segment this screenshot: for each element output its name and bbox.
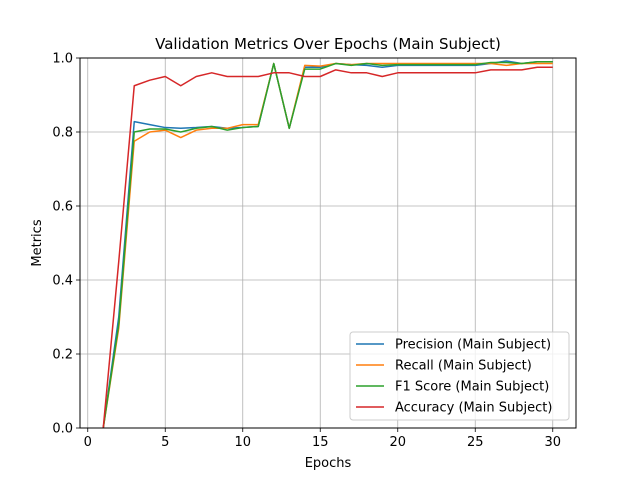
y-tick-label: 0.6 bbox=[52, 200, 73, 215]
legend: Precision (Main Subject) Recall (Main Sub… bbox=[349, 331, 570, 421]
axis-ticks: 0 5 10 15 20 25 30 0.0 0.2 0.4 0.6 0.8 1.0 bbox=[52, 52, 561, 451]
series-lines bbox=[102, 60, 553, 429]
chart-title: Validation Metrics Over Epochs (Main Sub… bbox=[155, 35, 501, 53]
x-tick-label: 10 bbox=[234, 435, 251, 450]
y-tick-label: 0.0 bbox=[52, 422, 73, 437]
x-axis-label: Epochs bbox=[305, 456, 352, 471]
x-tick-label: 25 bbox=[467, 435, 484, 450]
y-tick-label: 0.8 bbox=[52, 126, 73, 141]
y-tick-label: 0.4 bbox=[52, 274, 73, 289]
legend-label-1: Precision (Main Subject) bbox=[395, 338, 551, 353]
x-tick-label: 20 bbox=[389, 435, 406, 450]
legend-box bbox=[349, 331, 570, 421]
series-line-3 bbox=[102, 60, 553, 429]
plot-frame bbox=[79, 57, 577, 429]
legend-label-4: Accuracy (Main Subject) bbox=[395, 401, 552, 416]
y-tick-label: 1.0 bbox=[52, 52, 73, 67]
legend-label-3: F1 Score (Main Subject) bbox=[395, 380, 549, 395]
x-tick-label: 30 bbox=[544, 435, 561, 450]
legend-label-2: Recall (Main Subject) bbox=[395, 359, 532, 374]
x-tick-label: 0 bbox=[84, 435, 92, 450]
x-tick-label: 15 bbox=[312, 435, 329, 450]
y-tick-label: 0.2 bbox=[52, 348, 73, 363]
x-tick-label: 5 bbox=[161, 435, 169, 450]
y-axis-label: Metrics bbox=[30, 219, 45, 266]
series-line-4 bbox=[102, 66, 553, 429]
